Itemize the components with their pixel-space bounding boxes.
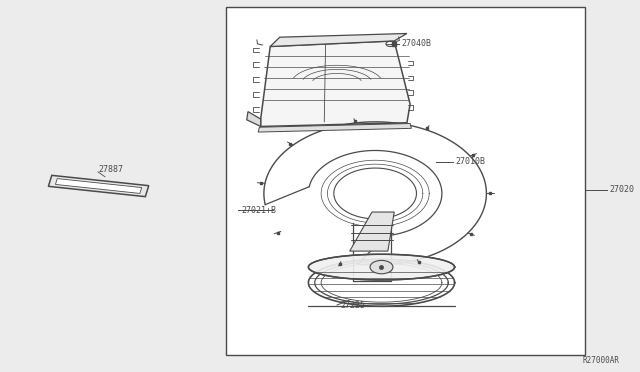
Circle shape: [370, 260, 393, 274]
Text: 27010B: 27010B: [456, 157, 486, 166]
Polygon shape: [246, 112, 260, 126]
Text: R27000AR: R27000AR: [583, 356, 620, 365]
Text: 27021+B: 27021+B: [242, 206, 276, 215]
Polygon shape: [49, 175, 148, 197]
Polygon shape: [270, 33, 407, 46]
Polygon shape: [308, 254, 454, 280]
Polygon shape: [258, 124, 412, 132]
Text: 27020: 27020: [609, 185, 634, 194]
Polygon shape: [260, 41, 410, 126]
Polygon shape: [56, 179, 141, 193]
Bar: [226, 7, 585, 355]
Text: 27225: 27225: [340, 301, 365, 310]
Text: 27887: 27887: [99, 165, 124, 174]
Polygon shape: [349, 212, 394, 251]
Text: 27040B: 27040B: [401, 39, 431, 48]
